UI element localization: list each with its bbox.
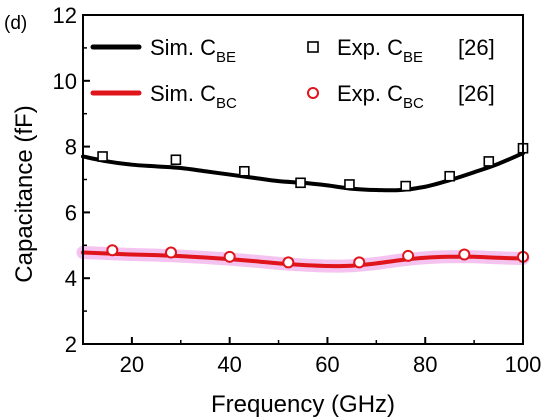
x-tick-label: 20 [120, 352, 144, 377]
y-axis-label: Capacitance (fF) [11, 105, 38, 282]
legend-label-text: Exp. C [337, 35, 403, 60]
legend-label: Sim. CBC [150, 81, 237, 112]
legend-swatch-circle [307, 87, 319, 99]
y-tick-label: 8 [65, 135, 77, 160]
y-tick-label: 2 [65, 332, 77, 357]
legend-label: Exp. CBC [337, 81, 424, 112]
legend-label-subscript: BE [403, 49, 423, 66]
x-axis-label: Frequency (GHz) [211, 391, 395, 418]
legend-label-text: Sim. C [150, 81, 216, 106]
legend-label: Exp. CBE [337, 35, 423, 66]
exp_be-point [97, 151, 108, 162]
legend-reference: [26] [458, 81, 495, 106]
axis-ticks: 20 40 60 80 100 2 4 6 8 10 12 [53, 3, 542, 377]
y-tick-label: 6 [65, 200, 77, 225]
x-tick-label: 80 [413, 352, 437, 377]
legend-label-text: Sim. C [150, 35, 216, 60]
exp_be-point [400, 180, 411, 192]
legend-entry-sim_bc: Sim. CBC [90, 81, 237, 112]
exp_bc-point [106, 244, 119, 257]
panel-label: (d) [4, 13, 27, 34]
x-tick-label: 100 [505, 352, 542, 377]
exp_be-point [344, 179, 355, 190]
legend-entry-sim_be: Sim. CBE [90, 35, 236, 66]
x-tick-label: 60 [315, 352, 339, 377]
sim_bc-line [81, 250, 525, 269]
exp_be-point [483, 156, 495, 167]
legend: Sim. CBE Exp. CBE [26]Sim. CBC Exp. CBC [26] [90, 35, 495, 112]
legend-label-text: Exp. C [337, 81, 403, 106]
legend-entry-exp_be: Exp. CBE [26] [307, 35, 495, 66]
y-tick-label: 10 [53, 69, 77, 94]
exp_bc-point [282, 256, 295, 269]
exp_be-point [444, 170, 455, 182]
exp_bc-point [458, 248, 471, 261]
exp_be-point [295, 177, 306, 189]
x-tick-label: 40 [217, 352, 241, 377]
exp_bc-point [223, 250, 236, 263]
legend-label: Sim. CBE [150, 35, 236, 66]
legend-reference: [26] [458, 35, 495, 60]
series-layer [76, 142, 530, 273]
exp_bc-point [402, 249, 415, 262]
exp_be-point [239, 165, 250, 177]
exp_be-point [170, 154, 182, 166]
y-tick-label: 4 [65, 266, 77, 291]
legend-label-subscript: BC [403, 95, 424, 112]
legend-swatch-square [307, 41, 319, 53]
exp_bc-point [165, 246, 177, 259]
exp_bc-point [353, 256, 366, 269]
legend-label-subscript: BC [216, 95, 237, 112]
legend-label-subscript: BE [216, 49, 236, 66]
legend-entry-exp_bc: Exp. CBC [26] [307, 81, 495, 112]
y-tick-label: 12 [53, 3, 77, 28]
